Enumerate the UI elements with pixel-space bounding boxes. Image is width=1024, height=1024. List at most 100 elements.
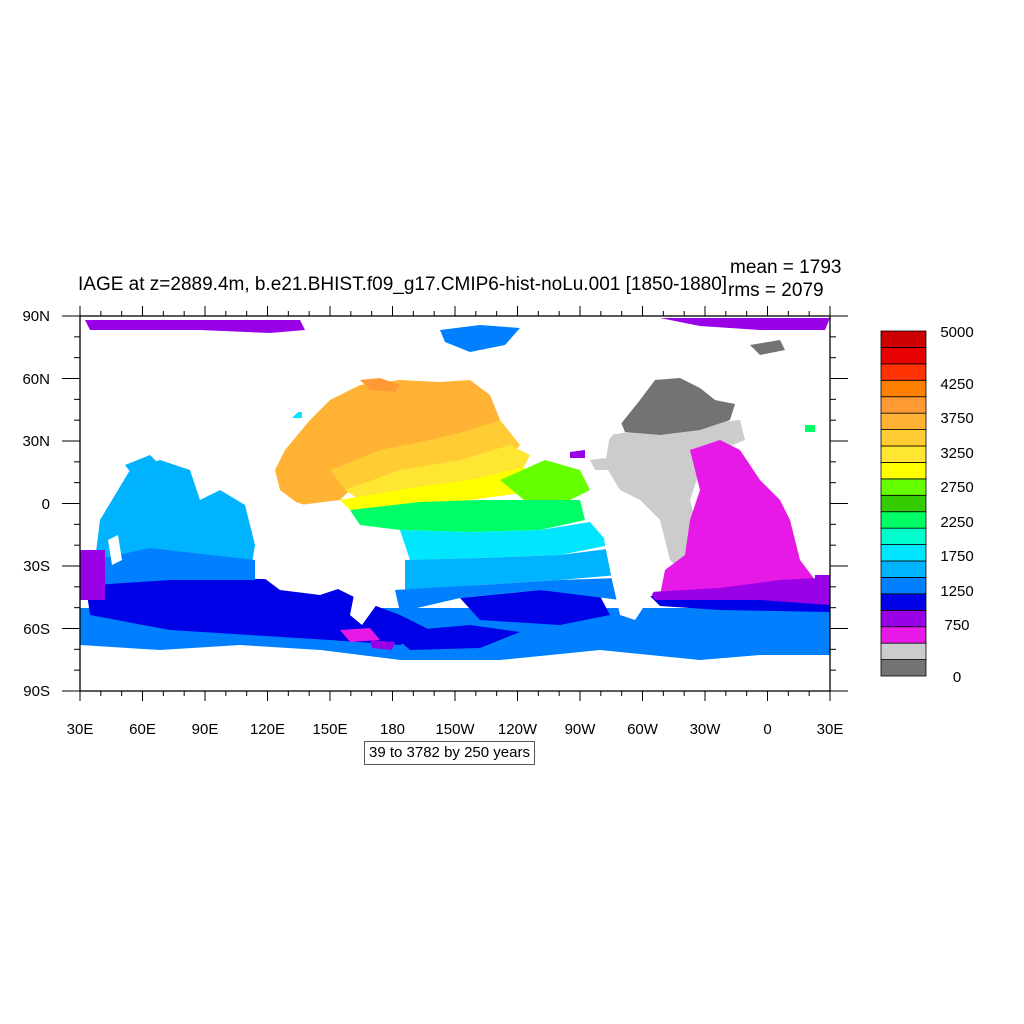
colorbar-label-4250: 4250 [940, 376, 973, 393]
ocean-region-east-atlantic-edge [815, 575, 830, 600]
ocean-region-pacific-eastern [500, 460, 590, 505]
longitude-labels: 30E 60E 90E 120E 150E 180 150W 120W 90W … [67, 721, 844, 738]
colorbar-label-3750: 3750 [940, 410, 973, 427]
colorbar-swatch [880, 642, 927, 660]
colorbar-swatch [880, 593, 927, 611]
lat-label-90s: 90S [23, 683, 50, 700]
ocean-region-arctic-blue [440, 325, 520, 352]
colorbar-swatch [880, 363, 927, 381]
ocean-region-south-pacific-blue [395, 578, 620, 612]
lon-label-150w: 150W [435, 721, 475, 738]
ocean-region-nordic-seas [620, 378, 735, 435]
colorbar-label-2250: 2250 [940, 514, 973, 531]
lon-label-30e-east: 30E [817, 721, 844, 738]
colorbar-swatch [880, 659, 927, 677]
mean-value: mean = 1793 [730, 257, 842, 278]
land-north-america [490, 330, 650, 450]
ocean-region-ross-sea [390, 625, 520, 650]
ocean-region-deep-blue-pacific [460, 590, 610, 625]
land-south-america [600, 495, 665, 620]
land-greenland [675, 340, 735, 380]
ocean-region-arabian-sea [125, 455, 165, 485]
ocean-field [80, 318, 830, 691]
land-madagascar [108, 535, 122, 565]
ocean-region-arctic-east [660, 318, 830, 330]
lon-label-60w: 60W [627, 721, 659, 738]
colorbar-swatch [880, 560, 927, 578]
colorbar-swatch [880, 494, 927, 513]
land-new-zealand [350, 580, 380, 625]
lat-label-30n: 30N [22, 433, 50, 450]
lon-label-90e: 90E [192, 721, 219, 738]
lat-label-60n: 60N [22, 371, 50, 388]
contour-interval-label: 39 to 3782 by 250 years [364, 741, 535, 765]
colorbar-swatch [880, 445, 927, 463]
colorbar-label-0: 0 [953, 669, 961, 686]
lon-label-60e: 60E [129, 721, 156, 738]
lon-label-0: 0 [763, 721, 771, 738]
ocean-region-caribbean-patch [590, 458, 610, 470]
colorbar-label-5000: 5000 [940, 324, 973, 341]
colorbar [880, 330, 927, 677]
colorbar-label-1750: 1750 [940, 548, 973, 565]
colorbar-swatch [880, 347, 927, 365]
colorbar-label-3250: 3250 [940, 445, 973, 462]
colorbar-swatch [880, 462, 927, 480]
ocean-region-gulf-patch [570, 450, 585, 458]
ocean-region-pacific-subtropical [345, 445, 530, 500]
ocean-region-mediterranean-patch [750, 340, 785, 355]
rms-value: rms = 2079 [728, 280, 824, 301]
land-antarctica [80, 650, 830, 691]
colorbar-label-2750: 2750 [940, 479, 973, 496]
colorbar-swatch [880, 396, 927, 414]
colorbar-swatch [880, 527, 927, 545]
ocean-region-north-pacific-mid [330, 420, 520, 490]
lon-label-180: 180 [380, 721, 405, 738]
colorbar-swatch [880, 544, 927, 562]
land-africa [198, 466, 230, 495]
ocean-region-pacific-green [350, 500, 585, 532]
ocean-region-west-indian-edge [80, 550, 105, 600]
colorbar-swatch [880, 609, 927, 628]
colorbar-swatch [880, 478, 927, 496]
colorbar-swatch [880, 511, 927, 529]
ocean-region-atlantic-purple [650, 578, 830, 605]
colorbar-label-1250: 1250 [940, 583, 973, 600]
lon-label-120e: 120E [250, 721, 285, 738]
lon-label-150e: 150E [312, 721, 347, 738]
ocean-region-magenta-patch [340, 628, 380, 642]
latitude-labels: 90N 60N 30N 0 30S 60S 90S [22, 308, 50, 700]
ocean-region-indian [95, 460, 255, 578]
ocean-region-arctic [85, 320, 305, 333]
plot-title: IAGE at z=2889.4m, b.e21.BHIST.f09_g17.C… [78, 274, 728, 295]
lon-label-30w: 30W [690, 721, 722, 738]
colorbar-swatch [880, 412, 927, 430]
colorbar-swatch [880, 330, 927, 348]
colorbar-labels: 5000 4250 3750 3250 2750 2250 1750 1250 … [940, 324, 973, 686]
ocean-region-south-atlantic [660, 440, 815, 595]
axis-ticks [62, 306, 848, 701]
colorbar-swatch [880, 577, 927, 595]
lat-label-0: 0 [42, 496, 50, 513]
colorbar-label-750: 750 [944, 617, 969, 634]
lon-label-30e-west: 30E [67, 721, 94, 738]
ocean-region-east-patch [805, 425, 815, 432]
ocean-region-pacific-equatorial [340, 468, 545, 510]
ocean-region-pacific-cyan [400, 522, 610, 560]
ocean-region-alaska-patch [360, 378, 400, 392]
ocean-region-deep-blue-indian [85, 578, 430, 645]
ocean-region-south-pacific [405, 548, 618, 590]
lon-label-90w: 90W [565, 721, 597, 738]
colorbar-swatch [880, 626, 927, 644]
lon-label-120w: 120W [498, 721, 538, 738]
ocean-region-purple-patch [370, 640, 395, 650]
colorbar-swatch [880, 429, 927, 447]
land-eurasia-north [95, 333, 330, 480]
lat-label-30s: 30S [23, 558, 50, 575]
lat-label-90n: 90N [22, 308, 50, 325]
lat-label-60s: 60S [23, 621, 50, 638]
colorbar-swatch [880, 379, 927, 398]
land-australia [255, 500, 360, 595]
